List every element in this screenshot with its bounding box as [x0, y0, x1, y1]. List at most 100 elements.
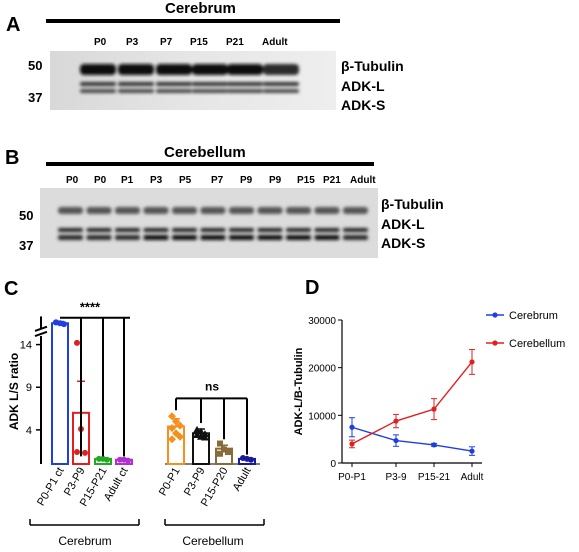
panel-b-band-adkl-lane	[143, 228, 169, 232]
panel-d-data-point	[431, 406, 437, 412]
panel-c-data-point	[248, 456, 254, 463]
panel-d-y-tick-label: 0	[330, 459, 336, 470]
panel-b-band-adkl-lane	[314, 228, 340, 232]
panel-a-band-adks-lane	[118, 89, 154, 93]
panel-a-band-adkl: ADK-L	[341, 78, 385, 94]
panel-b-band-tubulin-lane	[58, 207, 83, 214]
panel-a-band-adks-lane	[156, 89, 192, 93]
panel-b-band-adks-lane	[229, 235, 254, 240]
panel-c-data-point	[201, 433, 209, 441]
panel-c-x-tick-label: Adult	[231, 466, 254, 494]
panel-b-band-adkl-lane	[58, 228, 83, 232]
panel-b-lane-label: P0	[66, 175, 79, 186]
panel-d-legend-marker	[492, 312, 498, 318]
panel-b-band-adkl-lane	[343, 228, 368, 232]
panel-b-lane-label: P15	[297, 175, 315, 186]
panel-d-series-line	[351, 426, 473, 452]
panel-a-lane-label: P21	[226, 37, 244, 48]
panel-c-y-label: ADK L/S ratio	[7, 353, 21, 430]
panel-b-band-adks-lane	[58, 235, 83, 240]
panel-a-lane-label: P15	[190, 37, 208, 48]
panel-a-band-tubulin: β-Tubulin	[341, 58, 404, 74]
panel-c-data-point	[168, 412, 176, 421]
panel-d-x-tick-label: P3-9	[385, 472, 407, 483]
panel-a-blot-svg	[50, 51, 336, 110]
panel-b-lane-label: P9	[240, 175, 253, 186]
panel-d-data-point	[349, 424, 355, 430]
panel-a-band-tubulin-lane	[80, 64, 116, 75]
panel-b-band-adks-lane	[172, 235, 197, 240]
panel-a-letter: A	[6, 14, 21, 36]
panel-b-band-adks-lane	[200, 235, 226, 240]
panel-a-band-adkl-lane	[227, 82, 263, 86]
panel-b-title-bar	[46, 162, 374, 166]
panel-b-lane-label: Adult	[350, 175, 376, 186]
panel-b-band-adks-lane	[257, 235, 283, 240]
panel-b-band-adkl-lane	[200, 228, 226, 232]
panel-a-title-bar	[46, 19, 340, 23]
panel-b-band-tubulin-lane	[229, 207, 254, 214]
panel-b-lane-label: P0	[94, 175, 107, 186]
panel-a-mw-50: 50	[28, 58, 43, 73]
panel-b-title: Cerebellum	[164, 144, 246, 161]
panel-b-band-tubulin-lane	[257, 207, 283, 214]
panel-c-group-label: Cerebrum	[58, 534, 111, 548]
panel-c-data-point	[172, 417, 180, 426]
panel-c-data-point	[225, 449, 231, 456]
panel-d-data-point	[349, 441, 355, 447]
panel-a-lane-label: Adult	[262, 37, 288, 48]
panel-c-data-point	[125, 457, 131, 464]
panel-b-lane-label: P5	[179, 175, 192, 186]
panel-d-y-tick-label: 10000	[308, 411, 336, 422]
panel-b-band-tubulin-lane	[86, 207, 112, 214]
panel-c-bar	[51, 322, 69, 465]
panel-c-data-point	[217, 440, 223, 447]
panel-a-band-adks-lane	[80, 89, 116, 93]
panel-b-letter: B	[5, 147, 20, 169]
panel-d-data-point	[393, 437, 399, 444]
panel-c-sig-label-left: ****	[80, 300, 101, 315]
panel-c-x-tick-label: P0-P1 ct	[35, 466, 66, 509]
panel-b-band-adks-lane	[115, 235, 140, 240]
panel-b-band-tubulin-lane	[286, 207, 311, 214]
panel-a-lane-label: P0	[94, 37, 107, 48]
panel-d-data-point	[431, 442, 437, 448]
panel-c-y-tick-label: 9	[26, 382, 32, 394]
panel-b-band-tubulin-lane	[115, 207, 140, 214]
panel-b-blot-svg	[40, 188, 378, 258]
panel-a-band-adkl-lane	[118, 82, 154, 86]
panel-a-band-adkl-lane	[263, 82, 299, 86]
panel-c-axis-break	[34, 330, 48, 338]
panel-a-band-tubulin-lane	[118, 64, 154, 75]
panel-c-data-point	[168, 435, 176, 444]
panel-d-y-label: ADK-L/B-Tubulin	[293, 347, 305, 435]
panel-c-y-tick-label: 14	[20, 340, 32, 352]
panel-d-data-point	[469, 448, 475, 454]
panel-d-data-point	[393, 418, 399, 424]
panel-a-mw-37: 37	[28, 90, 43, 105]
panel-a-band-adks-lane	[263, 89, 299, 93]
panel-b-band-adks-lane	[143, 235, 169, 240]
panel-c-sig-label-right: ns	[205, 380, 219, 394]
panel-c-data-point	[168, 424, 176, 433]
panel-b-band-adks-lane	[86, 235, 112, 240]
panel-b-band-tubulin: β-Tubulin	[381, 196, 444, 212]
panel-b-band-adkl-lane	[286, 228, 311, 232]
panel-c-data-point	[74, 339, 80, 346]
panel-d-x-tick-label: P0-P1	[338, 472, 366, 483]
panel-c-data-point	[172, 429, 180, 438]
panel-b-band-adkl-lane	[257, 228, 283, 232]
panel-a-band-adkl-lane	[192, 82, 228, 86]
panel-c-letter: C	[4, 278, 19, 300]
panel-b-band-tubulin-lane	[314, 207, 340, 214]
panel-d-legend-marker	[492, 340, 498, 346]
panel-b-band-adkl-lane	[115, 228, 140, 232]
panel-b-band-adkl-lane	[86, 228, 112, 232]
panel-a-band-adks-lane	[192, 89, 228, 93]
panel-b-mw-37: 37	[19, 238, 34, 253]
panel-d-letter: D	[305, 277, 320, 299]
panel-b-band-tubulin-lane	[200, 207, 226, 214]
panel-d-y-tick-label: 20000	[308, 364, 336, 375]
panel-c-data-point	[74, 449, 80, 456]
